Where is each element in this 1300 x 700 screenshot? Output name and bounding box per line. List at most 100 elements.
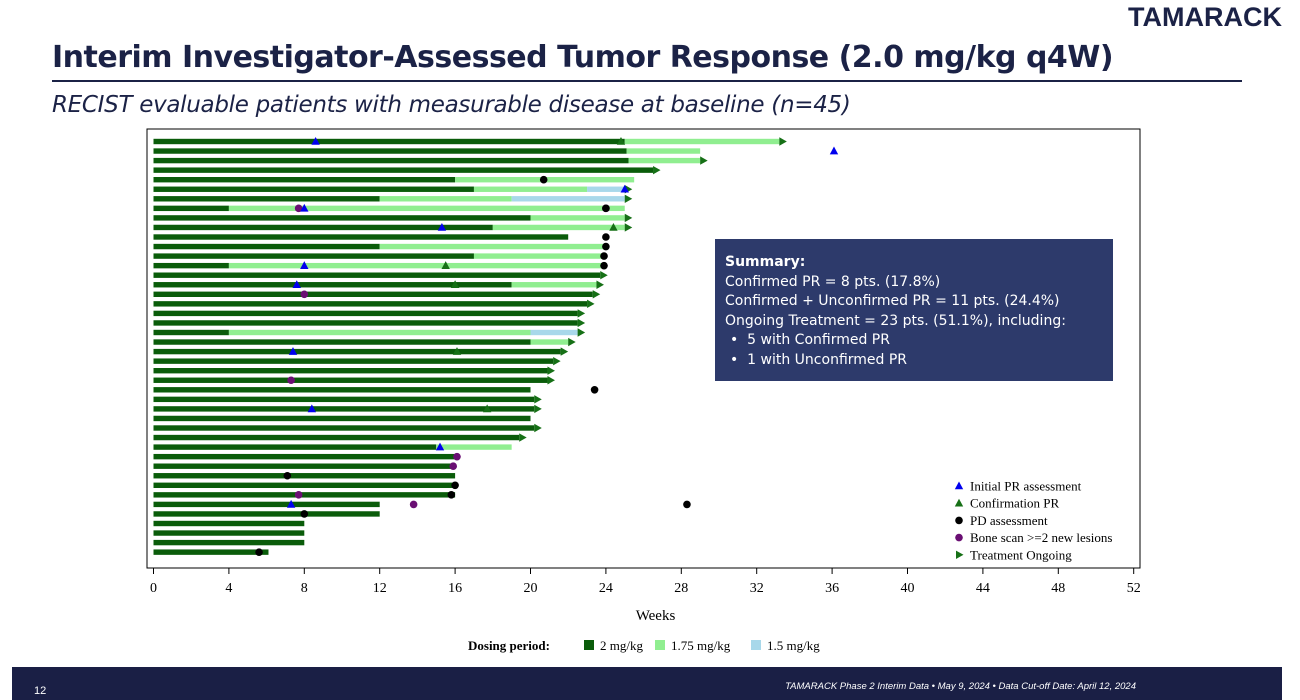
pd-marker	[300, 510, 309, 518]
initial-pr-marker	[286, 499, 296, 508]
pd-marker	[600, 261, 608, 270]
bar-segment	[153, 539, 305, 546]
marker-legend-label: Treatment Ongoing	[970, 547, 1072, 562]
initial-pr-marker	[620, 184, 629, 193]
pd-marker	[590, 386, 599, 394]
bar-segment	[153, 177, 456, 183]
bar-segment	[153, 262, 229, 269]
x-tick-label: 12	[373, 581, 387, 596]
bar-segment	[153, 148, 627, 154]
ongoing-arrow-marker	[653, 165, 661, 175]
initial-pr-marker	[300, 203, 309, 212]
ongoing-arrow-marker	[624, 223, 633, 232]
bar-segment	[511, 282, 597, 288]
confirmation-pr-marker	[482, 404, 492, 413]
bar-segment	[492, 224, 625, 231]
bone-scan-marker	[294, 204, 303, 213]
bar-segment	[153, 549, 269, 555]
summary-line: Ongoing Treatment = 23 pts. (51.1%), inc…	[725, 312, 1066, 329]
dose-legend-swatch	[751, 640, 761, 650]
bar-segment	[587, 186, 625, 192]
pd-marker	[451, 481, 459, 490]
bar-segment	[379, 243, 606, 250]
bar-segment	[153, 167, 654, 173]
summary-line: Confirmed PR = 8 pts. (17.8%)	[725, 273, 941, 290]
dose-legend-swatch	[655, 640, 665, 650]
legend-marker	[954, 481, 964, 490]
initial-pr-marker	[288, 347, 298, 355]
page-subtitle: RECIST evaluable patients with measurabl…	[52, 92, 851, 118]
x-tick-label: 24	[599, 581, 613, 596]
bone-scan-marker	[294, 491, 303, 499]
x-tick-label: 36	[825, 581, 839, 596]
summary-bullet-text: 1 with Unconfirmed PR	[747, 351, 908, 368]
tamarack-logo: TAMARACK	[1128, 2, 1282, 32]
ongoing-arrow-marker	[534, 404, 542, 414]
marker-legend-label: PD assessment	[970, 513, 1048, 528]
bar-segment	[436, 444, 512, 450]
x-tick-label: 0	[150, 581, 157, 596]
bar-segment	[473, 186, 588, 192]
x-tick-label: 48	[1051, 581, 1065, 596]
bar-segment	[228, 262, 606, 269]
bar-segment	[379, 196, 512, 202]
bar-segment	[153, 243, 380, 250]
x-axis-label: Weeks	[636, 608, 676, 624]
bar-segment	[153, 473, 456, 479]
summary-box: Summary: Confirmed PR = 8 pts. (17.8%) C…	[715, 239, 1113, 381]
bar-segment	[153, 511, 380, 517]
bar-segment	[153, 463, 456, 469]
pd-marker	[539, 175, 548, 184]
pd-marker	[602, 242, 610, 251]
initial-pr-marker	[311, 137, 320, 145]
ongoing-arrow-marker	[519, 433, 527, 442]
bar-segment	[624, 138, 780, 145]
footer-text: TAMARACK Phase 2 Interim Data • May 9, 2…	[785, 681, 1136, 692]
ongoing-arrow-marker	[547, 376, 555, 385]
ongoing-arrow-marker	[547, 366, 555, 375]
ongoing-arrow-marker	[577, 309, 586, 318]
legend-marker	[955, 533, 963, 542]
bar-segment	[153, 492, 456, 498]
bar-segment	[153, 530, 305, 536]
ongoing-arrow-marker	[553, 356, 561, 366]
bar-segment	[153, 444, 437, 450]
bar-segment	[153, 272, 601, 278]
summary-bullet-text: 5 with Confirmed PR	[747, 332, 890, 348]
bar-segment	[153, 205, 229, 212]
confirmation-pr-marker	[441, 261, 450, 269]
bar-segment	[153, 310, 578, 317]
summary-heading: Summary:	[725, 254, 806, 270]
ongoing-arrow-marker	[534, 395, 542, 404]
summary-bullet: • 5 with Confirmed PR	[730, 332, 890, 348]
bar-segment	[530, 339, 569, 345]
bar-segment	[153, 377, 548, 383]
pd-marker	[683, 500, 691, 509]
bar-segment	[153, 425, 535, 431]
bone-scan-marker	[453, 452, 461, 461]
bar-segment	[153, 501, 380, 508]
bar-segment	[153, 224, 493, 231]
bar-segment	[153, 215, 531, 221]
bar-segment	[153, 482, 456, 488]
bar-segment	[153, 301, 588, 307]
pd-marker	[602, 204, 610, 213]
x-tick-label: 40	[901, 581, 915, 596]
page-title: Interim Investigator-Assessed Tumor Resp…	[52, 40, 1114, 75]
bar-segment	[153, 320, 578, 326]
x-tick-label: 52	[1127, 581, 1141, 596]
initial-pr-marker	[435, 442, 445, 451]
dosing-legend-title: Dosing period:	[468, 638, 550, 653]
initial-pr-marker	[292, 280, 301, 289]
bar-segment	[530, 329, 578, 336]
bone-scan-marker	[409, 500, 418, 509]
dose-legend-label: 1.75 mg/kg	[671, 638, 731, 653]
ongoing-arrow-marker	[577, 328, 586, 337]
pd-marker	[447, 491, 456, 499]
bar-segment	[153, 453, 456, 460]
marker-legend-label: Initial PR assessment	[970, 479, 1082, 494]
initial-pr-marker	[829, 146, 839, 155]
x-tick-label: 8	[301, 581, 308, 596]
legend-marker	[955, 516, 963, 525]
title-divider	[52, 80, 1242, 82]
